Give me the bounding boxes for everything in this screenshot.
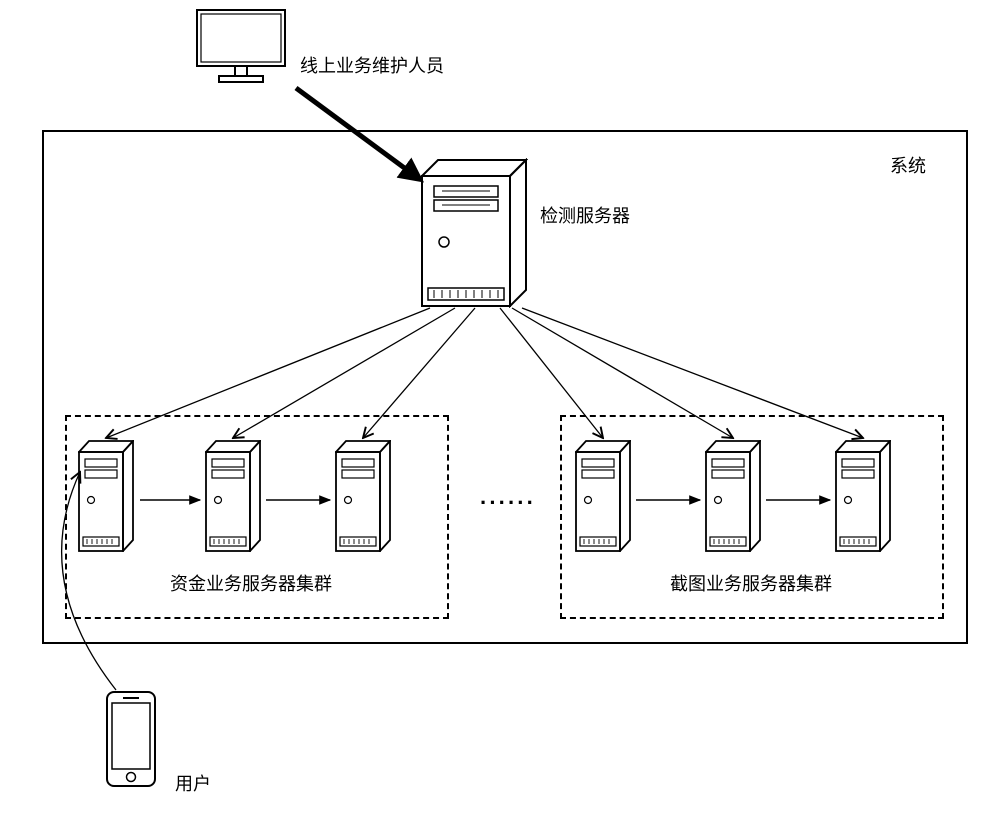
- detection-server-icon: [420, 158, 528, 313]
- server-icon: [575, 440, 631, 557]
- system-label: 系统: [890, 152, 926, 178]
- detection-server-label: 检测服务器: [540, 202, 630, 228]
- monitor-icon: [195, 8, 287, 91]
- ellipsis-dots: ······: [480, 490, 536, 516]
- fund-cluster-label: 资金业务服务器集群: [170, 570, 332, 596]
- phone-icon: [105, 690, 157, 793]
- diagram-stage: 线上业务维护人员 系统 检测服务器 资金业务服务器集群 截图业务服务器集群 用户…: [0, 0, 1000, 832]
- user-label: 用户: [175, 770, 211, 796]
- server-icon: [835, 440, 891, 557]
- maintainer-label: 线上业务维护人员: [300, 52, 444, 78]
- server-icon: [335, 440, 391, 557]
- screenshot-cluster-label: 截图业务服务器集群: [670, 570, 832, 596]
- server-icon: [705, 440, 761, 557]
- server-icon: [78, 440, 134, 557]
- server-icon: [205, 440, 261, 557]
